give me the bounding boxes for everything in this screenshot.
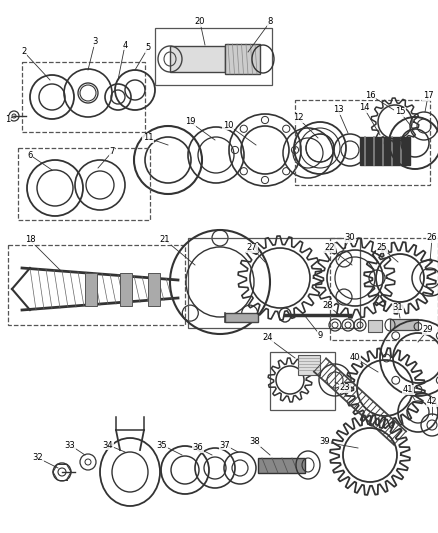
Bar xyxy=(225,313,258,322)
Text: 27: 27 xyxy=(247,244,257,253)
Text: 24: 24 xyxy=(263,334,273,343)
Bar xyxy=(295,100,430,185)
Bar xyxy=(148,273,160,306)
Text: 3: 3 xyxy=(92,37,98,46)
Text: 39: 39 xyxy=(320,438,330,447)
Text: 26: 26 xyxy=(427,233,437,243)
Text: 15: 15 xyxy=(395,108,405,117)
Text: 38: 38 xyxy=(250,438,260,447)
Text: 5: 5 xyxy=(145,44,151,52)
Text: 17: 17 xyxy=(423,92,433,101)
Bar xyxy=(360,137,410,165)
Text: 12: 12 xyxy=(293,114,303,123)
Bar xyxy=(22,62,145,132)
Text: 41: 41 xyxy=(403,385,413,394)
Text: 25: 25 xyxy=(377,244,387,253)
Text: 42: 42 xyxy=(427,398,437,407)
Bar xyxy=(85,273,97,306)
Text: 16: 16 xyxy=(365,91,375,100)
Text: 34: 34 xyxy=(102,440,113,449)
Text: 18: 18 xyxy=(25,236,35,245)
Bar xyxy=(170,46,225,72)
Bar xyxy=(188,238,360,328)
Bar xyxy=(270,352,335,410)
Text: 29: 29 xyxy=(423,326,433,335)
Text: 28: 28 xyxy=(323,301,333,310)
Text: 22: 22 xyxy=(325,244,335,253)
Bar xyxy=(368,320,382,332)
Bar xyxy=(298,355,320,375)
Bar xyxy=(225,44,260,74)
Text: 20: 20 xyxy=(195,18,205,27)
Bar xyxy=(258,458,305,473)
Text: 21: 21 xyxy=(160,236,170,245)
Text: 4: 4 xyxy=(122,41,127,50)
Text: 32: 32 xyxy=(33,454,43,463)
Bar xyxy=(390,319,418,330)
Bar xyxy=(18,148,150,220)
Text: 7: 7 xyxy=(110,148,115,157)
Text: 2: 2 xyxy=(21,47,27,56)
Text: 1: 1 xyxy=(5,116,11,125)
Text: 40: 40 xyxy=(350,353,360,362)
Text: 11: 11 xyxy=(143,133,153,142)
Bar xyxy=(8,245,185,325)
Text: 9: 9 xyxy=(318,330,323,340)
Text: 19: 19 xyxy=(185,117,195,126)
Bar xyxy=(155,28,272,85)
Text: 36: 36 xyxy=(193,443,203,453)
Text: 13: 13 xyxy=(333,106,343,115)
Text: 14: 14 xyxy=(359,103,369,112)
Text: 31: 31 xyxy=(393,303,403,312)
Text: 10: 10 xyxy=(223,120,233,130)
Text: 8: 8 xyxy=(267,18,273,27)
Text: 30: 30 xyxy=(345,233,355,243)
Text: 37: 37 xyxy=(219,440,230,449)
Text: 6: 6 xyxy=(27,150,33,159)
Text: 35: 35 xyxy=(157,440,167,449)
Bar xyxy=(330,238,438,340)
Bar xyxy=(120,273,132,306)
Text: 33: 33 xyxy=(65,440,75,449)
Text: 23: 23 xyxy=(340,384,350,392)
